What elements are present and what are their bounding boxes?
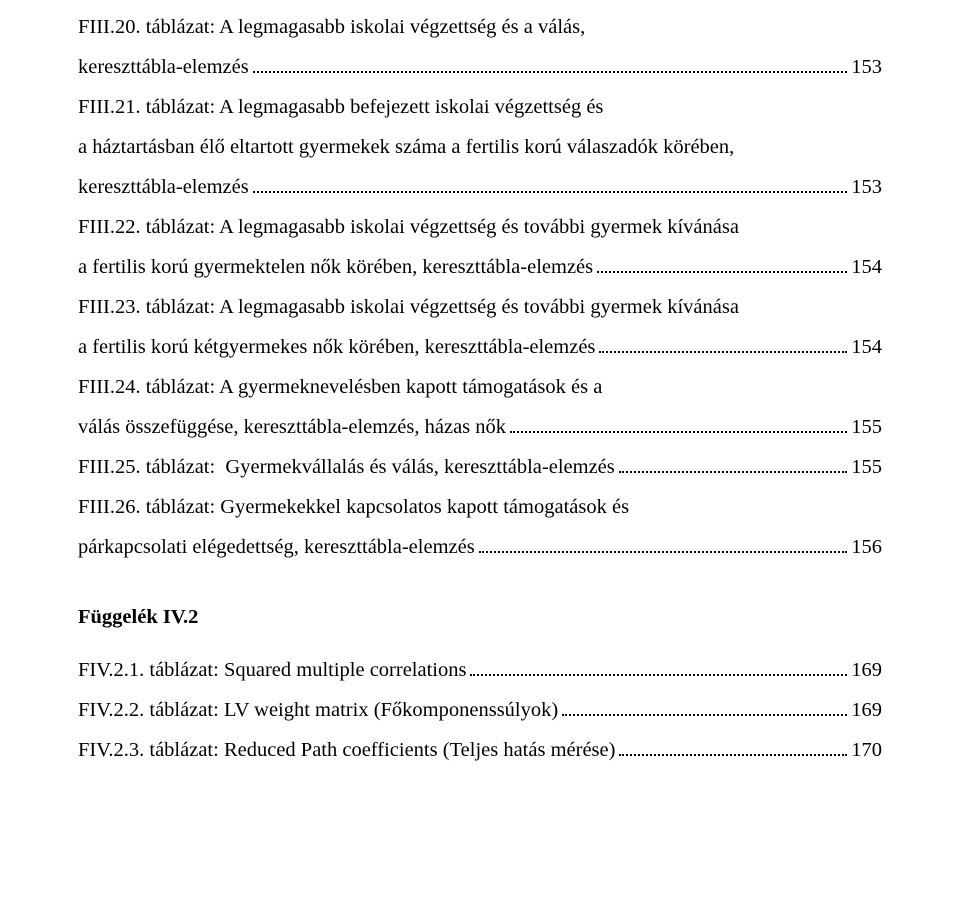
appendix-heading: Függelék IV.2 — [78, 606, 882, 629]
toc-block: FIII.20. táblázat: A legmagasabb iskolai… — [78, 8, 882, 568]
toc-entry-text: párkapcsolati elégedettség, kereszttábla… — [78, 528, 475, 568]
toc-leader-dots — [510, 431, 847, 433]
toc-page-number: 169 — [851, 691, 882, 731]
toc-leader-dots — [599, 351, 847, 353]
toc-entry: FIV.2.2. táblázat: LV weight matrix (Fők… — [78, 691, 882, 731]
toc-entry-text: a fertilis korú gyermektelen nők körében… — [78, 248, 593, 288]
toc-entry-text: kereszttábla-elemzés — [78, 168, 249, 208]
toc-entry-line: FIII.22. táblázat: A legmagasabb iskolai… — [78, 208, 882, 248]
toc-entry-last-line: FIV.2.1. táblázat: Squared multiple corr… — [78, 651, 882, 691]
toc-leader-dots — [619, 754, 847, 756]
toc-page-number: 153 — [851, 168, 882, 208]
toc-entry: FIII.22. táblázat: A legmagasabb iskolai… — [78, 208, 882, 288]
toc-entry-last-line: kereszttábla-elemzés 153 — [78, 168, 882, 208]
toc-entry-line: FIII.24. táblázat: A gyermeknevelésben k… — [78, 368, 882, 408]
toc-page-number: 170 — [851, 731, 882, 771]
toc-leader-dots — [470, 674, 847, 676]
toc-entry-last-line: a fertilis korú kétgyermekes nők körében… — [78, 328, 882, 368]
toc-entry-last-line: a fertilis korú gyermektelen nők körében… — [78, 248, 882, 288]
toc-leader-dots — [253, 191, 848, 193]
toc-entry: FIII.20. táblázat: A legmagasabb iskolai… — [78, 8, 882, 88]
toc-page-number: 156 — [851, 528, 882, 568]
toc-leader-dots — [597, 271, 847, 273]
toc-entry-last-line: párkapcsolati elégedettség, kereszttábla… — [78, 528, 882, 568]
toc-page-number: 154 — [851, 248, 882, 288]
toc-leader-dots — [253, 71, 848, 73]
toc-entry-line: a háztartásban élő eltartott gyermekek s… — [78, 128, 882, 168]
document-page: FIII.20. táblázat: A legmagasabb iskolai… — [0, 0, 960, 810]
toc-entry: FIII.25. táblázat: Gyermekvállalás és vá… — [78, 448, 882, 488]
toc-page-number: 154 — [851, 328, 882, 368]
toc-leader-dots — [479, 551, 848, 553]
toc-leader-dots — [619, 471, 848, 473]
toc-entry: FIV.2.1. táblázat: Squared multiple corr… — [78, 651, 882, 691]
toc-entry-text: válás összefüggése, kereszttábla-elemzés… — [78, 408, 506, 448]
toc-page-number: 155 — [851, 408, 882, 448]
toc-entry-last-line: FIV.2.2. táblázat: LV weight matrix (Fők… — [78, 691, 882, 731]
toc-entry-text: FIII.25. táblázat: Gyermekvállalás és vá… — [78, 448, 615, 488]
toc-entry-text: kereszttábla-elemzés — [78, 48, 249, 88]
toc-leader-dots — [562, 714, 847, 716]
toc-entry: FIII.23. táblázat: A legmagasabb iskolai… — [78, 288, 882, 368]
toc-entry-text: FIV.2.1. táblázat: Squared multiple corr… — [78, 651, 466, 691]
toc-page-number: 153 — [851, 48, 882, 88]
toc-entry-last-line: FIV.2.3. táblázat: Reduced Path coeffici… — [78, 731, 882, 771]
toc-entry: FIII.24. táblázat: A gyermeknevelésben k… — [78, 368, 882, 448]
toc-entry: FIII.26. táblázat: Gyermekekkel kapcsola… — [78, 488, 882, 568]
toc-entry: FIV.2.3. táblázat: Reduced Path coeffici… — [78, 731, 882, 771]
toc-entry-last-line: válás összefüggése, kereszttábla-elemzés… — [78, 408, 882, 448]
toc-entry-text: FIV.2.3. táblázat: Reduced Path coeffici… — [78, 731, 615, 771]
toc-page-number: 169 — [851, 651, 882, 691]
toc-block: FIV.2.1. táblázat: Squared multiple corr… — [78, 651, 882, 771]
toc-entry-line: FIII.23. táblázat: A legmagasabb iskolai… — [78, 288, 882, 328]
toc-entry-line: FIII.20. táblázat: A legmagasabb iskolai… — [78, 8, 882, 48]
toc-entry-text: FIV.2.2. táblázat: LV weight matrix (Fők… — [78, 691, 558, 731]
toc-entry-line: FIII.21. táblázat: A legmagasabb befejez… — [78, 88, 882, 128]
toc-entry: FIII.21. táblázat: A legmagasabb befejez… — [78, 88, 882, 208]
toc-entry-text: a fertilis korú kétgyermekes nők körében… — [78, 328, 595, 368]
toc-entry-last-line: kereszttábla-elemzés 153 — [78, 48, 882, 88]
toc-entry-last-line: FIII.25. táblázat: Gyermekvállalás és vá… — [78, 448, 882, 488]
toc-page-number: 155 — [851, 448, 882, 488]
toc-entry-line: FIII.26. táblázat: Gyermekekkel kapcsola… — [78, 488, 882, 528]
